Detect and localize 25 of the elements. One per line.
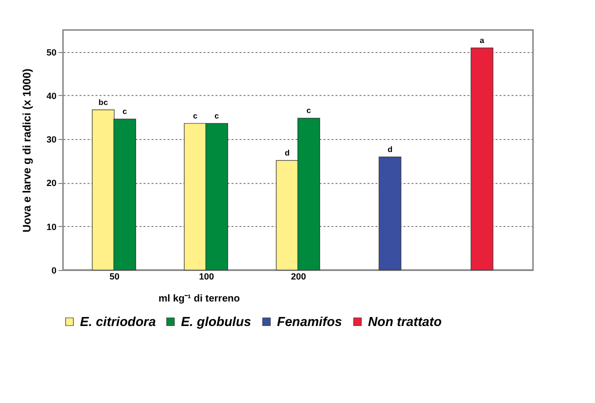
data-label: a: [480, 36, 485, 45]
legend-label: Non trattato: [368, 314, 442, 329]
data-label: bc: [98, 98, 108, 107]
x-tick-label: 50: [109, 272, 120, 282]
x-tick-label: 100: [198, 272, 214, 282]
y-tick-label: 10: [46, 222, 56, 232]
legend-label: E. globulus: [181, 314, 252, 329]
bar: [378, 156, 402, 270]
x-axis-title: ml kg⁻¹ di terreno: [158, 294, 240, 304]
y-axis-title: Uova e larve g di radici (x 1000): [21, 68, 34, 232]
bar: [470, 48, 494, 270]
y-tick-label: 20: [46, 178, 56, 188]
data-label: c: [214, 111, 220, 120]
data-label: d: [388, 144, 393, 154]
y-tick-label: 50: [46, 47, 56, 58]
y-tick-label: 40: [46, 90, 56, 101]
data-label: c: [193, 111, 198, 120]
data-label: c: [122, 107, 128, 116]
legend-label: E. citriodora: [80, 314, 156, 329]
data-label: d: [284, 148, 290, 158]
data-label: c: [306, 106, 312, 116]
y-tick-label: 0: [51, 266, 56, 276]
x-tick-label: 200: [290, 272, 306, 282]
legend-label: Fenamifos: [277, 314, 342, 329]
y-tick-label: 30: [46, 134, 56, 145]
